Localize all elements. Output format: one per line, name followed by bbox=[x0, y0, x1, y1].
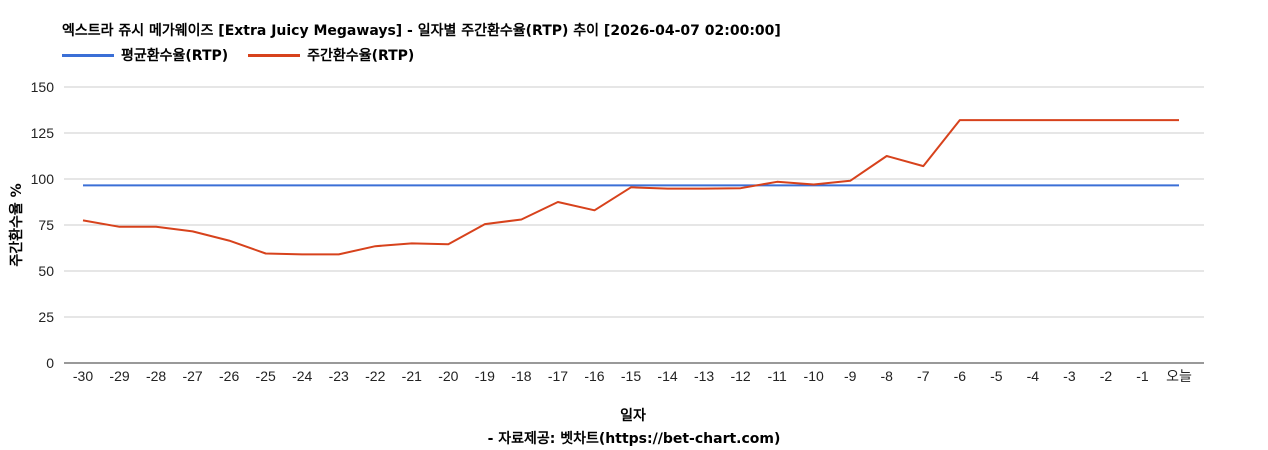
x-tick-label: -13 bbox=[694, 368, 714, 384]
chart-title: 엑스트라 쥬시 메가웨이즈 [Extra Juicy Megaways] - 일… bbox=[62, 23, 781, 39]
x-tick-label: -5 bbox=[990, 368, 1003, 384]
series-lines bbox=[82, 119, 1179, 256]
x-tick-label: -27 bbox=[182, 368, 202, 384]
y-axis-title: 주간환수율 % bbox=[8, 183, 25, 266]
y-tick-label: 150 bbox=[31, 79, 55, 95]
x-tick-label: -7 bbox=[917, 368, 930, 384]
x-tick-label: -2 bbox=[1100, 368, 1113, 384]
legend-label-average: 평균환수율(RTP) bbox=[121, 48, 229, 64]
x-tick-label: -29 bbox=[109, 368, 129, 384]
y-tick-label: 50 bbox=[38, 263, 54, 279]
x-tick-label: -30 bbox=[73, 368, 93, 384]
legend-item-average[interactable]: 평균환수율(RTP) bbox=[62, 45, 228, 65]
x-tick-label: -21 bbox=[402, 368, 422, 384]
y-axis-ticks: 0 25 50 75 100 125 150 bbox=[31, 79, 55, 371]
x-tick-label: -22 bbox=[365, 368, 385, 384]
x-tick-label: -6 bbox=[954, 368, 967, 384]
y-tick-label: 0 bbox=[46, 355, 54, 371]
y-tick-label: 100 bbox=[31, 171, 55, 187]
x-tick-label: -19 bbox=[475, 368, 495, 384]
x-tick-label: -18 bbox=[511, 368, 531, 384]
x-tick-label: -12 bbox=[730, 368, 750, 384]
legend-item-weekly[interactable]: 주간환수율(RTP) bbox=[248, 45, 414, 65]
x-tick-label: -14 bbox=[657, 368, 677, 384]
x-tick-label: -3 bbox=[1063, 368, 1076, 384]
x-tick-label: -28 bbox=[146, 368, 166, 384]
y-tick-label: 25 bbox=[38, 309, 54, 325]
x-tick-label: -10 bbox=[804, 368, 824, 384]
series-line-weekly[interactable] bbox=[82, 119, 1179, 256]
legend-swatch-average bbox=[62, 53, 114, 57]
x-tick-label: -20 bbox=[438, 368, 458, 384]
gridlines bbox=[64, 86, 1204, 364]
x-tick-label: -4 bbox=[1027, 368, 1040, 384]
x-tick-label: -8 bbox=[881, 368, 894, 384]
y-tick-label: 125 bbox=[31, 125, 55, 141]
y-tick-label: 75 bbox=[38, 217, 54, 233]
x-axis-title: 일자 bbox=[620, 408, 646, 424]
x-tick-label: -26 bbox=[219, 368, 239, 384]
source-note: - 자료제공: 벳차트(https://bet-chart.com) bbox=[487, 431, 781, 447]
x-tick-label: -1 bbox=[1136, 368, 1149, 384]
x-tick-label: -11 bbox=[768, 368, 787, 384]
x-tick-label: -23 bbox=[329, 368, 349, 384]
x-tick-label: -16 bbox=[584, 368, 604, 384]
legend-swatch-weekly bbox=[248, 53, 301, 57]
x-tick-label: -17 bbox=[548, 368, 568, 384]
legend-label-weekly: 주간환수율(RTP) bbox=[307, 48, 415, 64]
x-tick-label: 오늘 bbox=[1166, 368, 1192, 384]
x-tick-label: -15 bbox=[621, 368, 641, 384]
legend: 평균환수율(RTP) 주간환수율(RTP) bbox=[62, 45, 434, 65]
x-tick-label: -9 bbox=[844, 368, 857, 384]
x-axis-ticks: -30 -29 -28 -27 -26 -25 -24 -23 -22 -21 -20 -19 -18 -… bbox=[73, 368, 1192, 384]
x-tick-label: -24 bbox=[292, 368, 312, 384]
x-tick-label: -25 bbox=[256, 368, 276, 384]
